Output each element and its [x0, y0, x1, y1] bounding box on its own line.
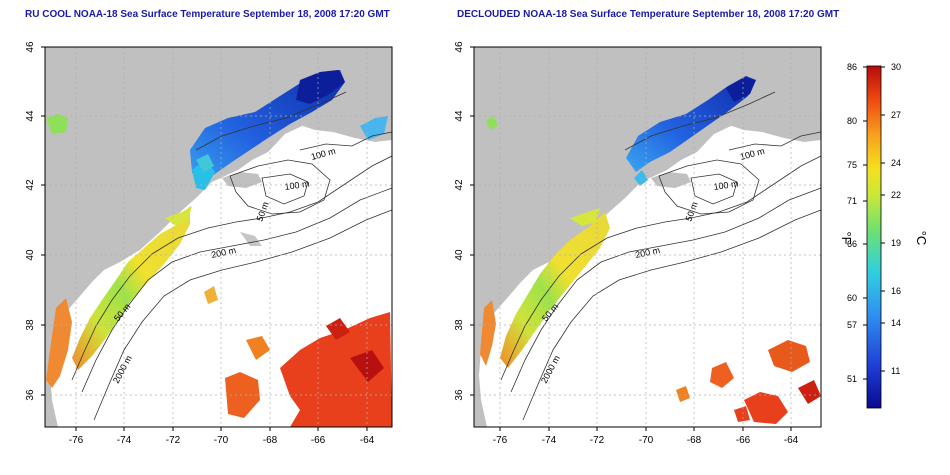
left-lon-label-68: -68	[263, 435, 278, 446]
right-lat-label-46: 46	[454, 41, 465, 53]
left-lat-label-40: 40	[25, 249, 36, 261]
right-lon-label-76: -76	[493, 435, 508, 446]
right-longitude-labels: -76 -74 -72 -70 -68 -66 -64	[493, 435, 799, 446]
left-lat-label-38: 38	[25, 319, 36, 331]
left-lon-label-64: -64	[360, 435, 375, 446]
cbar-c-label-16: 16	[891, 286, 901, 296]
cbar-f-label-71: 71	[847, 196, 857, 206]
colorbar-celsius-labels: 30 27 24 22 19 16 14 11	[891, 62, 901, 376]
cbar-f-label-80: 80	[847, 116, 857, 126]
right-axis-ticks	[470, 46, 792, 431]
left-sst-warm-offshore	[225, 312, 392, 427]
colorbar-ticks	[863, 66, 885, 380]
cbar-c-label-14: 14	[891, 318, 901, 328]
cbar-c-label-22: 22	[891, 190, 901, 200]
cbar-f-label-75: 75	[847, 160, 857, 170]
cbar-f-label-60: 60	[847, 293, 857, 303]
cbar-f-label-51: 51	[847, 374, 857, 384]
left-sst-coastal-shelf	[46, 205, 218, 388]
cbar-c-label-27: 27	[891, 110, 901, 120]
right-lat-label-38: 38	[454, 319, 465, 331]
right-bathymetry-contours	[500, 91, 822, 421]
right-sst-warm-offshore	[676, 340, 821, 424]
colorbar-fahrenheit-unit: °F	[839, 231, 854, 244]
left-lon-label-76: -76	[69, 435, 84, 446]
left-longitude-labels: -76 -74 -72 -70 -68 -66 -64	[69, 435, 375, 446]
right-grid-lines	[474, 47, 821, 427]
left-map-title: RU COOL NOAA-18 Sea Surface Temperature …	[25, 9, 390, 20]
left-lat-label-42: 42	[25, 179, 36, 191]
right-map-frame	[473, 46, 822, 428]
left-latitude-labels: 36 38 40 42 44 46	[25, 41, 36, 401]
cbar-f-label-57: 57	[847, 320, 857, 330]
right-lon-label-72: -72	[590, 435, 605, 446]
right-lon-label-66: -66	[736, 435, 751, 446]
left-grid-lines	[45, 47, 392, 427]
right-lon-label-64: -64	[784, 435, 799, 446]
cbar-c-label-30: 30	[891, 62, 901, 72]
left-map-panel: 100 m 100 m 50 m 200 m 50 m 2000 m	[25, 41, 393, 446]
right-map-title: DECLOUDED NOAA-18 Sea Surface Temperatur…	[457, 9, 840, 20]
right-lat-label-36: 36	[454, 389, 465, 401]
right-sst-coastal-shelf	[480, 208, 610, 368]
right-lon-label-70: -70	[639, 435, 654, 446]
right-lat-label-44: 44	[454, 110, 465, 122]
right-map-panel: 100 m 100 m 50 m 200 m 50 m 2000 m	[454, 41, 822, 446]
right-lat-label-42: 42	[454, 179, 465, 191]
left-lat-label-36: 36	[25, 389, 36, 401]
right-lon-label-74: -74	[542, 435, 557, 446]
right-lat-label-40: 40	[454, 249, 465, 261]
left-lon-label-66: -66	[311, 435, 326, 446]
left-axis-ticks	[41, 46, 368, 431]
left-lat-label-46: 46	[25, 41, 36, 53]
left-lon-label-70: -70	[214, 435, 229, 446]
left-bathymetry-contours	[71, 91, 393, 421]
colorbar-celsius-unit: °C	[914, 231, 929, 246]
right-latitude-labels: 36 38 40 42 44 46	[454, 41, 465, 401]
right-land-mass	[474, 47, 821, 427]
cbar-c-label-24: 24	[891, 158, 901, 168]
cbar-c-label-19: 19	[891, 238, 901, 248]
left-lon-label-74: -74	[117, 435, 132, 446]
cbar-f-label-86: 86	[847, 62, 857, 72]
cbar-f-label-66: 66	[847, 239, 857, 249]
colorbar-fahrenheit-labels: 86 80 75 71 66 60 57 51	[847, 62, 857, 384]
right-lon-label-68: -68	[687, 435, 702, 446]
left-lat-label-44: 44	[25, 110, 36, 122]
left-map-frame	[44, 46, 393, 428]
left-lon-label-72: -72	[166, 435, 181, 446]
temperature-colorbar: 86 80 75 71 66 60 57 51 30 27 24 22 19 1…	[839, 62, 929, 409]
cbar-c-label-11: 11	[891, 366, 900, 376]
colorbar-gradient	[866, 65, 882, 409]
